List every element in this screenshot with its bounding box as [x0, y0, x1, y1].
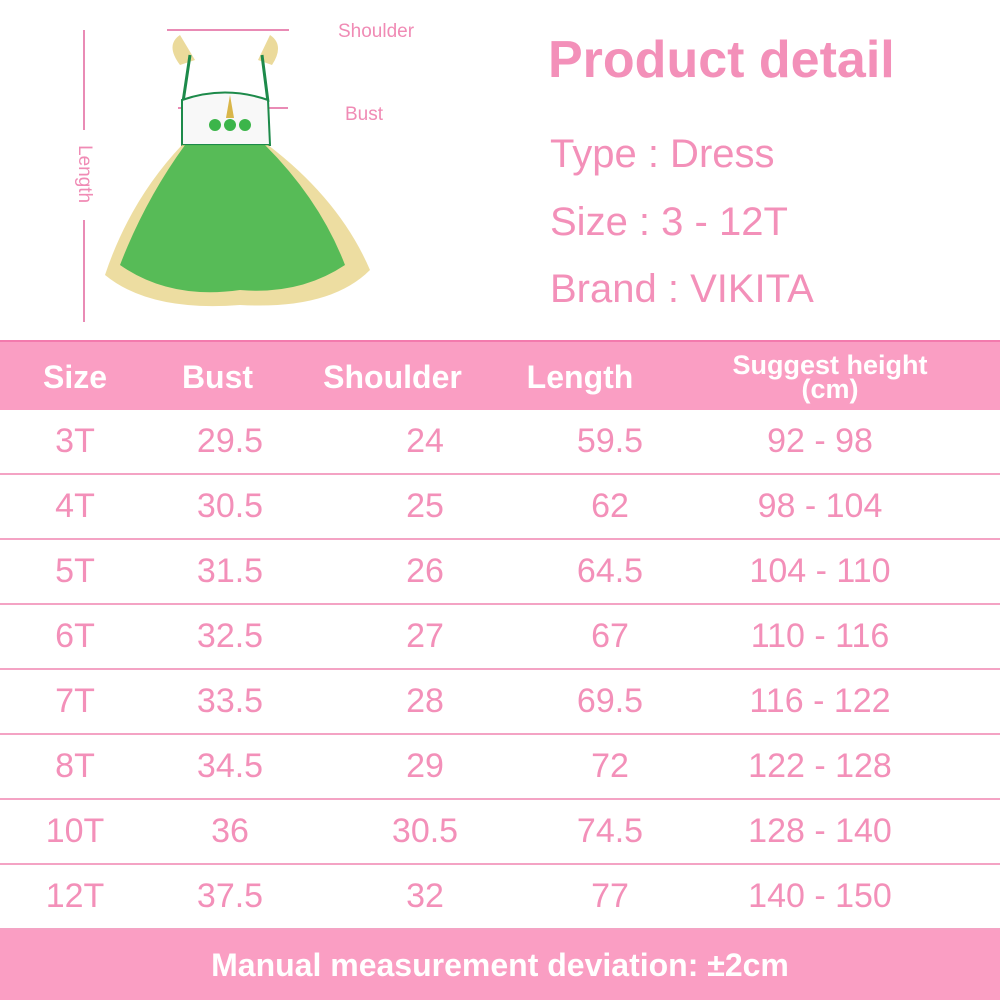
cell-bust: 30.5: [196, 487, 264, 525]
cell-shoulder: 28: [406, 682, 444, 720]
header-suggest-height: Suggest height (cm): [690, 342, 970, 412]
table-row: 10T 36 30.5 74.5 128 - 140: [0, 800, 1000, 865]
cell-shoulder: 29: [406, 747, 444, 785]
header-size: Size: [42, 359, 108, 395]
product-type: Type : Dress: [550, 132, 775, 176]
cell-size: 8T: [55, 747, 95, 785]
table-header: Size Bust Shoulder Length Suggest height…: [0, 340, 1000, 410]
cell-length: 67: [591, 617, 629, 655]
cell-shoulder: 25: [406, 487, 444, 525]
cell-bust: 36: [211, 812, 249, 850]
table-row: 8T 34.5 29 72 122 - 128: [0, 735, 1000, 800]
cell-size: 7T: [55, 682, 95, 720]
product-size: Size : 3 - 12T: [550, 200, 788, 244]
table-row: 6T 32.5 27 67 110 - 116: [0, 605, 1000, 670]
cell-length: 69.5: [576, 682, 644, 720]
length-label: Length: [74, 145, 95, 204]
cell-bust: 32.5: [196, 617, 264, 655]
bust-label: Bust: [345, 104, 384, 125]
cell-size: 12T: [45, 877, 105, 915]
cell-length: 74.5: [576, 812, 644, 850]
cell-bust: 33.5: [196, 682, 264, 720]
cell-size: 5T: [55, 552, 95, 590]
cell-length: 72: [591, 747, 629, 785]
page-title: Product detail: [548, 31, 895, 89]
cell-bust: 34.5: [196, 747, 264, 785]
dress-measurement-diagram: [83, 29, 370, 322]
cell-suggest-height: 104 - 110: [749, 552, 891, 590]
table-row: 7T 33.5 28 69.5 116 - 122: [0, 670, 1000, 735]
cell-suggest-height: 116 - 122: [749, 682, 891, 720]
cell-shoulder: 27: [406, 617, 444, 655]
cell-shoulder: 26: [406, 552, 444, 590]
shoulder-label: Shoulder: [338, 21, 415, 42]
cell-size: 3T: [55, 422, 95, 460]
header-length: Length: [526, 359, 634, 395]
cell-size: 6T: [55, 617, 95, 655]
table-row: 3T 29.5 24 59.5 92 - 98: [0, 410, 1000, 475]
table-row: 4T 30.5 25 62 98 - 104: [0, 475, 1000, 540]
cell-bust: 31.5: [196, 552, 264, 590]
cell-suggest-height: 98 - 104: [757, 487, 883, 525]
cell-shoulder: 32: [406, 877, 444, 915]
footer-note: Manual measurement deviation: ±2cm: [0, 930, 1000, 1000]
header-suggest-height-unit: (cm): [801, 374, 859, 404]
cell-suggest-height: 128 - 140: [748, 812, 892, 850]
cell-suggest-height: 140 - 150: [748, 877, 892, 915]
cell-bust: 37.5: [196, 877, 264, 915]
cell-shoulder: 24: [406, 422, 444, 460]
cell-shoulder: 30.5: [391, 812, 459, 850]
cell-bust: 29.5: [196, 422, 264, 460]
cell-suggest-height: 110 - 116: [750, 617, 890, 655]
header-bust: Bust: [181, 359, 254, 395]
table-row: 5T 31.5 26 64.5 104 - 110: [0, 540, 1000, 605]
cell-suggest-height: 122 - 128: [748, 747, 892, 785]
cell-length: 77: [591, 877, 629, 915]
cell-size: 10T: [45, 812, 105, 850]
header-suggest-height-label: Suggest height: [732, 350, 928, 380]
dress-image: [105, 35, 370, 307]
cell-size: 4T: [55, 487, 95, 525]
cell-length: 59.5: [576, 422, 644, 460]
cell-suggest-height: 92 - 98: [767, 422, 873, 460]
cell-length: 64.5: [576, 552, 644, 590]
header-shoulder: Shoulder: [323, 359, 462, 395]
table-row: 12T 37.5 32 77 140 - 150: [0, 865, 1000, 930]
product-brand: Brand : VIKITA: [550, 267, 814, 311]
cell-length: 62: [591, 487, 629, 525]
